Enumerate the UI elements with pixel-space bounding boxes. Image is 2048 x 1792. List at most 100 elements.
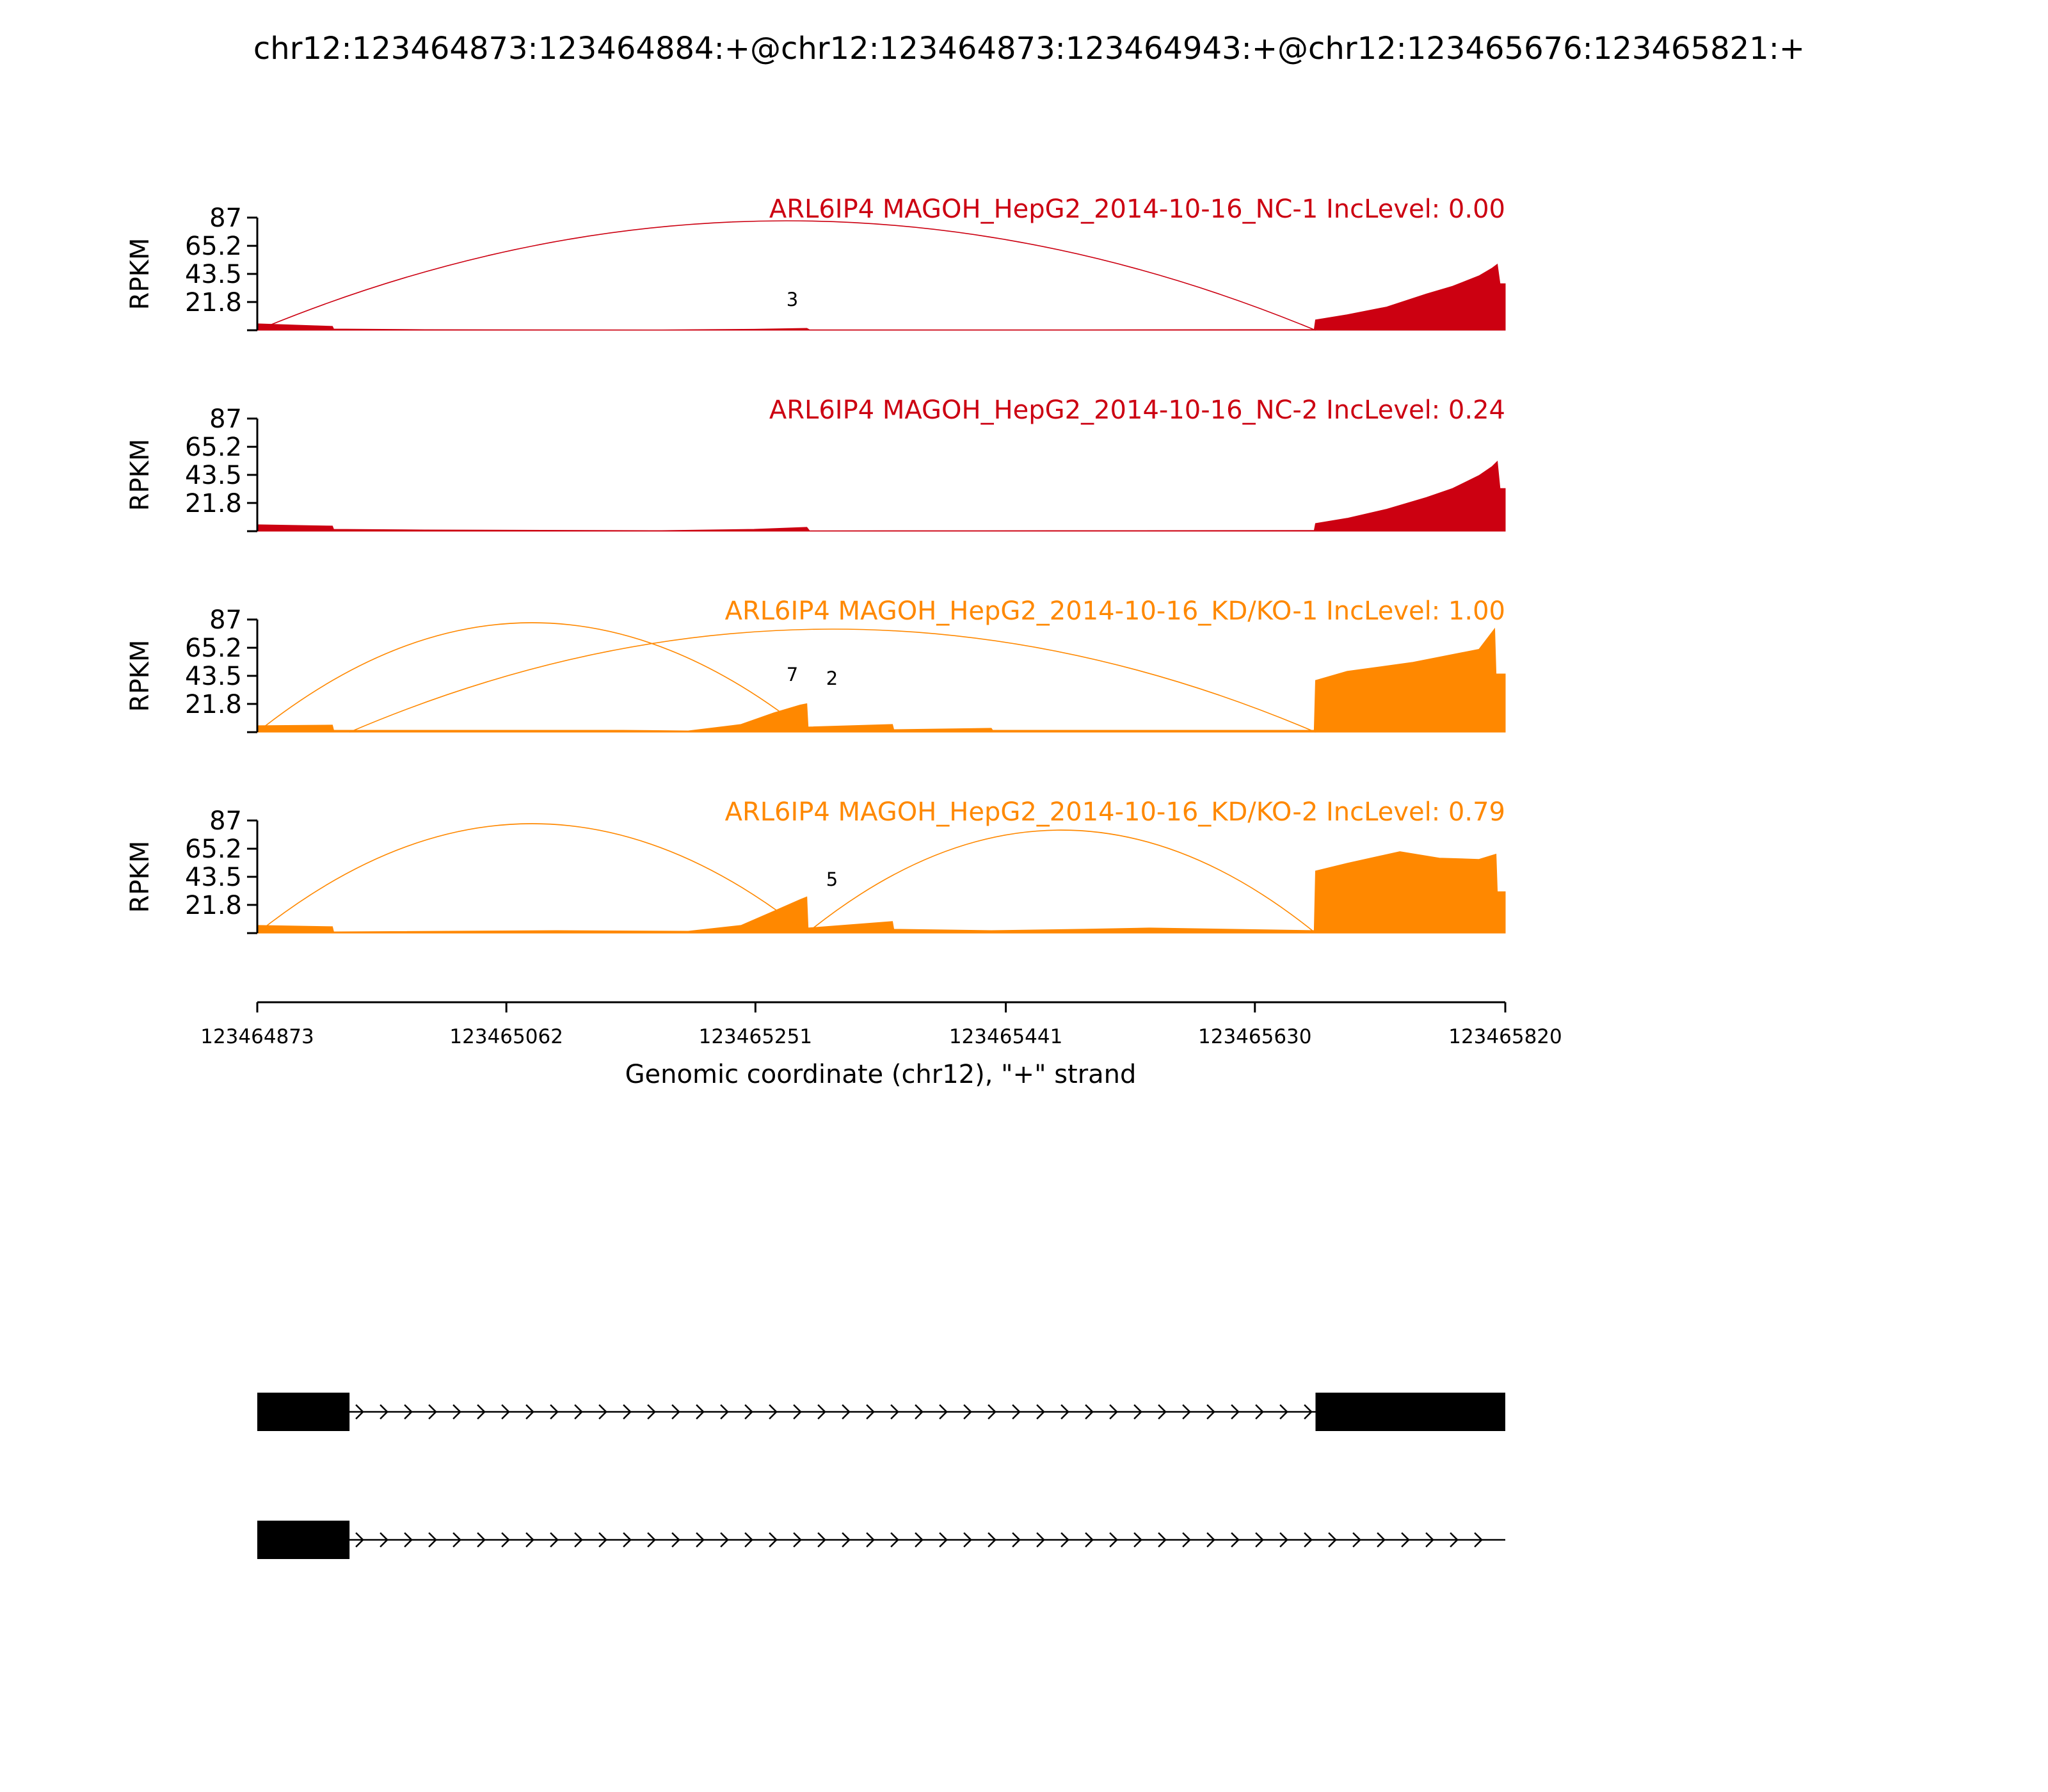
strand-arrow xyxy=(890,1404,899,1420)
coverage-area xyxy=(257,851,1506,934)
strand-arrow xyxy=(1304,1404,1313,1420)
y-tick-label: 21.8 xyxy=(185,288,242,317)
y-tick-label: 87 xyxy=(209,204,242,233)
strand-arrow xyxy=(1450,1532,1459,1548)
strand-arrow xyxy=(988,1532,996,1548)
strand-arrow xyxy=(623,1404,632,1420)
isoform-models xyxy=(257,1393,1505,1559)
coverage-area xyxy=(257,627,1506,733)
exon xyxy=(257,1393,350,1431)
junction-label: 2 xyxy=(826,668,838,689)
strand-arrow xyxy=(1133,1532,1142,1548)
strand-arrow xyxy=(866,1404,875,1420)
exon xyxy=(257,1521,350,1559)
x-axis: 123464873 123465062 123465251 123465441 1234… xyxy=(200,1001,1562,1048)
strand-arrow xyxy=(1255,1404,1264,1420)
strand-arrow xyxy=(890,1532,899,1548)
strand-arrow xyxy=(915,1532,924,1548)
strand-arrow xyxy=(380,1532,388,1548)
y-tick-label: 65.2 xyxy=(185,634,242,663)
strand-arrow xyxy=(817,1532,826,1548)
strand-arrow xyxy=(744,1532,753,1548)
strand-arrow xyxy=(769,1532,778,1548)
x-tick-label: 123465251 xyxy=(699,1025,813,1048)
y-tick-label: 21.8 xyxy=(185,489,242,518)
x-tick-label: 123464873 xyxy=(200,1025,314,1048)
strand-arrow xyxy=(1231,1404,1240,1420)
junction-label-bg xyxy=(778,289,806,312)
strand-arrow xyxy=(1182,1532,1191,1548)
strand-arrow xyxy=(598,1532,607,1548)
strand-arrow xyxy=(939,1532,948,1548)
junction-arc xyxy=(257,220,1316,331)
strand-arrow xyxy=(404,1404,413,1420)
strand-arrow xyxy=(355,1404,364,1420)
y-tick-label: 65.2 xyxy=(185,835,242,864)
y-axis-label: RPKM xyxy=(125,841,155,913)
strand-arrow xyxy=(1304,1532,1313,1548)
strand-arrow xyxy=(525,1404,534,1420)
strand-arrow xyxy=(988,1404,996,1420)
strand-arrow xyxy=(1060,1404,1069,1420)
strand-arrow xyxy=(1425,1532,1434,1548)
junction-label-bg xyxy=(818,668,846,691)
strand-arrow xyxy=(793,1404,802,1420)
strand-arrow xyxy=(963,1532,972,1548)
strand-arrow xyxy=(817,1404,826,1420)
y-axis-label: RPKM xyxy=(125,439,155,511)
strand-arrow xyxy=(623,1532,632,1548)
junction-label-bg xyxy=(818,869,846,892)
strand-arrow xyxy=(428,1532,437,1548)
strand-arrow xyxy=(1352,1532,1361,1548)
strand-arrow xyxy=(647,1532,656,1548)
strand-arrow xyxy=(939,1404,948,1420)
y-tick-label: 43.5 xyxy=(185,662,242,691)
strand-arrow xyxy=(525,1532,534,1548)
coverage-area xyxy=(257,460,1506,532)
y-tick-label: 65.2 xyxy=(185,232,242,261)
y-tick-label: 21.8 xyxy=(185,690,242,719)
strand-arrow xyxy=(1328,1532,1337,1548)
x-tick-label: 123465062 xyxy=(449,1025,563,1048)
strand-arrow xyxy=(477,1532,486,1548)
x-tick-label: 123465820 xyxy=(1448,1025,1562,1048)
y-tick-label: 65.2 xyxy=(185,433,242,462)
strand-arrow xyxy=(696,1404,705,1420)
isoform-1 xyxy=(257,1393,1505,1431)
strand-arrow xyxy=(1231,1532,1240,1548)
isoform-2 xyxy=(257,1521,1505,1559)
strand-arrow xyxy=(744,1404,753,1420)
strand-arrow xyxy=(1158,1404,1167,1420)
junction-label: 7 xyxy=(787,664,798,685)
chart-title: chr12:123464873:123464884:+@chr12:123464… xyxy=(253,31,1805,67)
strand-arrow xyxy=(404,1532,413,1548)
y-axis-label: RPKM xyxy=(125,640,155,712)
strand-arrow xyxy=(1158,1532,1167,1548)
junction-arc xyxy=(257,622,808,733)
y-tick-label: 87 xyxy=(209,806,242,836)
strand-arrow xyxy=(1377,1532,1386,1548)
strand-arrow xyxy=(598,1404,607,1420)
strand-arrow xyxy=(452,1532,461,1548)
strand-arrow xyxy=(452,1404,461,1420)
strand-arrow xyxy=(1085,1404,1094,1420)
exon xyxy=(1315,1393,1505,1431)
strand-arrow xyxy=(915,1404,924,1420)
strand-arrow xyxy=(720,1404,729,1420)
strand-arrow xyxy=(1133,1404,1142,1420)
strand-arrow xyxy=(501,1404,510,1420)
strand-arrow xyxy=(671,1404,680,1420)
strand-arrow xyxy=(428,1404,437,1420)
strand-arrow xyxy=(1474,1532,1483,1548)
strand-arrow xyxy=(866,1532,875,1548)
junction-arc xyxy=(257,823,808,934)
y-tick-label: 21.8 xyxy=(185,891,242,920)
strand-arrow xyxy=(1012,1532,1021,1548)
strand-arrow xyxy=(574,1532,583,1548)
junction-arc xyxy=(806,829,1316,934)
